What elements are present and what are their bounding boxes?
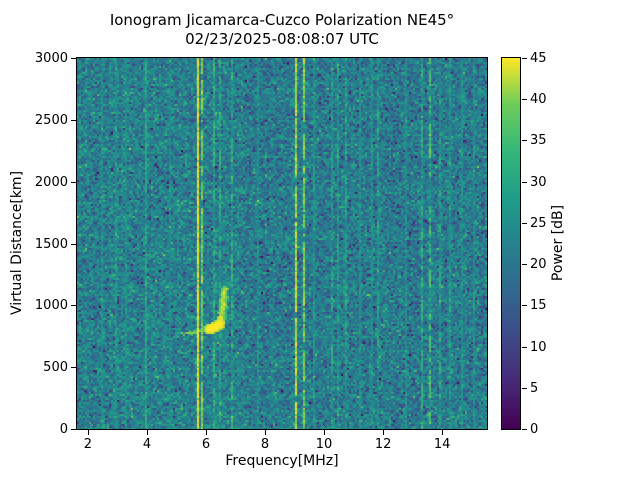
x-tick-mark (442, 430, 444, 435)
colorbar-tick-mark (522, 264, 527, 266)
colorbar-tick-mark (522, 305, 527, 307)
x-tick-label: 10 (315, 437, 333, 452)
colorbar-tick-label: 25 (530, 215, 547, 231)
y-tick-mark (71, 58, 76, 59)
y-tick-mark (71, 119, 76, 121)
colorbar-tick-label: 40 (530, 92, 547, 108)
colorbar-tick-label: 5 (530, 380, 539, 396)
y-tick-label: 500 (43, 360, 68, 376)
y-tick-mark (71, 429, 76, 430)
y-tick-label: 2500 (34, 112, 68, 128)
y-tick-label: 1000 (34, 298, 68, 314)
colorbar-tick-mark (522, 429, 527, 430)
colorbar-tick-mark (522, 222, 527, 224)
y-tick-label: 2000 (34, 174, 68, 190)
x-tick-label: 4 (142, 437, 152, 452)
colorbar-tick-label: 35 (530, 133, 547, 149)
y-tick-mark (71, 243, 76, 245)
chart-subtitle: 02/23/2025-08:08:07 UTC (185, 30, 379, 48)
colorbar-tick-label: 20 (530, 257, 547, 273)
colorbar-tick-label: 30 (530, 174, 547, 190)
colorbar-tick-label: 45 (530, 51, 547, 66)
y-tick-mark (71, 181, 76, 183)
y-tick-label: 3000 (34, 51, 68, 66)
x-tick-label: 12 (374, 437, 392, 452)
y-tick-mark (71, 367, 76, 369)
x-tick-label: 6 (201, 437, 211, 452)
x-tick-mark (383, 430, 385, 435)
x-tick-mark (205, 430, 207, 435)
colorbar-tick-mark (522, 99, 527, 101)
colorbar-tick-label: 0 (530, 422, 539, 437)
x-tick-label: 14 (433, 437, 451, 452)
x-tick-mark (146, 430, 148, 435)
ionogram-heatmap-canvas (77, 58, 487, 429)
x-tick-label: 8 (260, 437, 270, 452)
colorbar-tick-mark (522, 346, 527, 348)
colorbar-tick-label: 15 (530, 298, 547, 314)
colorbar-tick-label: 10 (530, 339, 547, 355)
x-tick-mark (324, 430, 326, 435)
plot-area (76, 57, 488, 430)
chart-title: Ionogram Jicamarca-Cuzco Polarization NE… (109, 11, 455, 29)
x-tick-label: 2 (83, 437, 93, 452)
colorbar-tick-mark (522, 140, 527, 142)
x-axis-label: Frequency[MHz] (225, 453, 339, 469)
y-tick-mark (71, 305, 76, 307)
colorbar (501, 57, 521, 430)
colorbar-tick-mark (522, 181, 527, 183)
x-tick-mark (87, 430, 89, 435)
colorbar-tick-mark (522, 387, 527, 389)
y-tick-label: 0 (59, 422, 68, 437)
colorbar-gradient (502, 58, 520, 429)
colorbar-tick-mark (522, 58, 527, 59)
y-tick-label: 1500 (34, 236, 68, 252)
colorbar-label: Power [dB] (550, 204, 566, 282)
x-tick-mark (265, 430, 267, 435)
